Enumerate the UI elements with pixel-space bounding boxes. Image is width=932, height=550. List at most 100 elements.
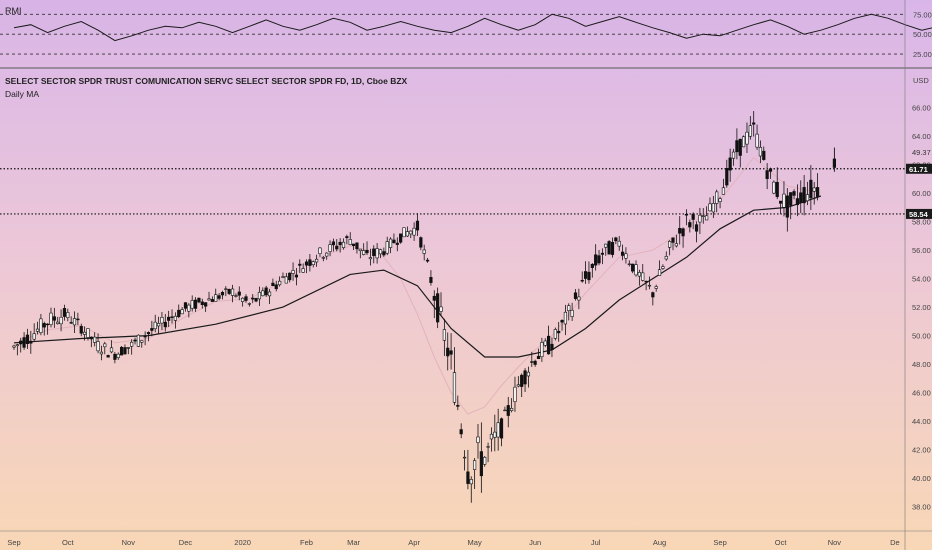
candle-body xyxy=(227,288,231,294)
last-price-label: 49.37 xyxy=(912,148,931,157)
candle-body xyxy=(167,316,171,321)
candle-body xyxy=(362,250,366,255)
candle-body xyxy=(715,191,719,204)
candle-body xyxy=(483,456,487,465)
candle-body xyxy=(72,318,77,326)
candle-body xyxy=(473,460,477,470)
candle-body xyxy=(35,328,40,332)
price-y-tick-label: 48.00 xyxy=(912,360,931,369)
price-y-tick-label: 42.00 xyxy=(912,446,931,455)
candle-body xyxy=(654,286,658,289)
candle-body xyxy=(731,151,736,159)
moving-average-fast xyxy=(13,156,822,415)
candle-body xyxy=(486,446,490,448)
price-y-tick-label: 56.00 xyxy=(912,246,931,255)
x-tick-label: Sep xyxy=(713,538,726,547)
candle-body xyxy=(789,192,793,206)
candle-body xyxy=(641,272,645,281)
candle-body xyxy=(651,292,655,298)
rmi-title: RMI xyxy=(5,6,22,16)
candle-body xyxy=(325,252,329,257)
candle-body xyxy=(772,181,776,194)
candle-body xyxy=(573,292,578,299)
x-tick-label: Nov xyxy=(828,538,842,547)
rmi-y-tick-label: 75.00 xyxy=(913,10,932,19)
x-tick-label: Nov xyxy=(122,538,136,547)
candle-body xyxy=(674,243,678,247)
candle-body xyxy=(657,269,662,276)
candle-body xyxy=(59,316,63,325)
candle-body xyxy=(546,335,551,355)
candle-body xyxy=(153,321,157,330)
candle-body xyxy=(422,249,426,254)
candle-body xyxy=(103,343,107,348)
candle-body xyxy=(567,305,571,312)
candle-body xyxy=(288,272,292,281)
candle-body xyxy=(183,302,188,309)
candle-body xyxy=(399,233,403,243)
candle-body xyxy=(587,271,591,281)
candle-body xyxy=(341,241,346,248)
price-y-tick-label: 52.00 xyxy=(912,303,931,312)
candle-body xyxy=(395,242,399,245)
candle-body xyxy=(200,301,204,305)
candle-body xyxy=(405,231,409,237)
candle-body xyxy=(671,237,675,243)
candle-body xyxy=(516,384,520,387)
moving-average-slow xyxy=(13,195,822,358)
candle-body xyxy=(358,248,362,251)
candle-body xyxy=(415,220,420,231)
candle-body xyxy=(664,256,668,260)
candle-body xyxy=(321,257,325,259)
level-price-tag-bg-1 xyxy=(906,208,932,219)
candle-body xyxy=(752,122,756,125)
candle-body xyxy=(304,261,309,266)
x-tick-label: Jul xyxy=(591,538,601,547)
candle-body xyxy=(755,133,759,148)
x-tick-label: Jun xyxy=(529,538,541,547)
candle-body xyxy=(261,290,265,297)
candle-body xyxy=(140,340,144,343)
candle-body xyxy=(234,295,238,297)
candle-body xyxy=(496,422,500,438)
x-tick-label: Mar xyxy=(347,538,360,547)
candle-body xyxy=(318,247,322,255)
level-price-tag-1: 58.54 xyxy=(909,210,929,219)
candle-body xyxy=(257,292,262,300)
candle-body xyxy=(224,288,228,290)
candle-body xyxy=(267,291,272,297)
candle-body xyxy=(742,136,746,148)
candle-body xyxy=(510,408,514,411)
last-candle-body xyxy=(832,158,836,168)
candle-body xyxy=(294,274,299,278)
x-tick-label: Aug xyxy=(653,538,666,547)
candle-body xyxy=(429,277,433,283)
candle-body xyxy=(123,347,127,355)
candle-body xyxy=(694,224,699,232)
candle-body xyxy=(308,259,312,266)
candle-body xyxy=(533,360,537,365)
candle-body xyxy=(432,295,436,301)
candle-body xyxy=(230,288,235,296)
candle-body xyxy=(126,347,130,349)
candle-body xyxy=(439,306,443,312)
candle-body xyxy=(281,276,285,278)
x-tick-label: De xyxy=(890,538,900,547)
candle-body xyxy=(12,345,16,348)
candle-body xyxy=(570,309,574,317)
candle-body xyxy=(32,333,36,340)
candle-body xyxy=(237,291,241,296)
candle-body xyxy=(624,253,628,259)
candle-body xyxy=(177,309,181,318)
candle-body xyxy=(180,309,184,315)
candle-body xyxy=(711,203,715,213)
candle-body xyxy=(607,241,611,255)
candle-body xyxy=(271,282,275,286)
candle-body xyxy=(442,329,446,341)
candle-body xyxy=(721,187,726,195)
candle-body xyxy=(46,323,50,326)
candle-body xyxy=(812,187,816,192)
candle-body xyxy=(809,179,813,199)
